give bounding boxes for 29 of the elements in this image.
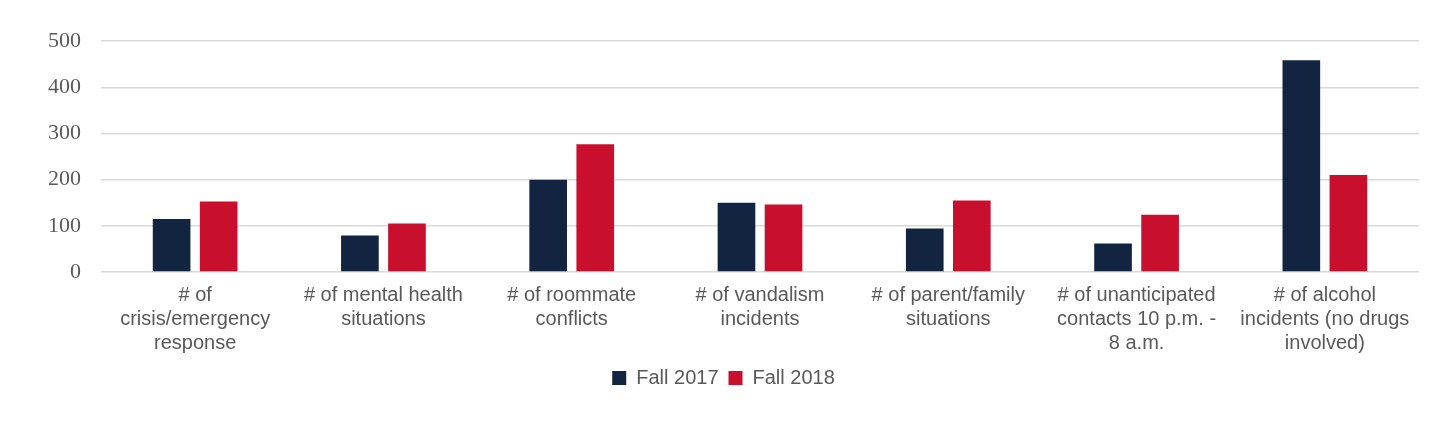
bar [341,235,379,272]
x-tick-label: # of crisis/emergency response [120,282,271,353]
bar [388,223,426,272]
bar [1141,214,1179,272]
legend-label: Fall 2017 [636,365,719,388]
bar [576,144,615,272]
y-tick-label: 300 [48,119,81,145]
x-tick-label: # of mental health situations [303,282,463,329]
x-tick-label: # of roommate conflicts [507,282,637,329]
bar [764,204,803,272]
bar [1094,243,1132,272]
y-tick-label: 500 [48,26,81,52]
bar [717,202,756,272]
y-tick-label: 200 [48,165,81,191]
x-tick-label: # of vandalism incidents [695,282,825,329]
x-tick-label: # of unanticipated contacts 10 p.m. - 8 a.m. [1057,282,1217,353]
bar [1282,60,1321,272]
x-tick-label: # of alcohol incidents (no drugs involved) [1240,282,1410,353]
y-tick-label: 400 [48,73,81,99]
bar [529,179,568,272]
bar [952,200,991,272]
bar [905,228,944,272]
bar [152,218,191,272]
x-tick-label: # of parent/family situations [871,282,1025,329]
y-tick-label: 0 [70,257,81,283]
bar [1329,175,1368,272]
y-tick-label: 100 [48,211,81,237]
legend-label: Fall 2018 [752,365,835,388]
bar [199,201,238,272]
